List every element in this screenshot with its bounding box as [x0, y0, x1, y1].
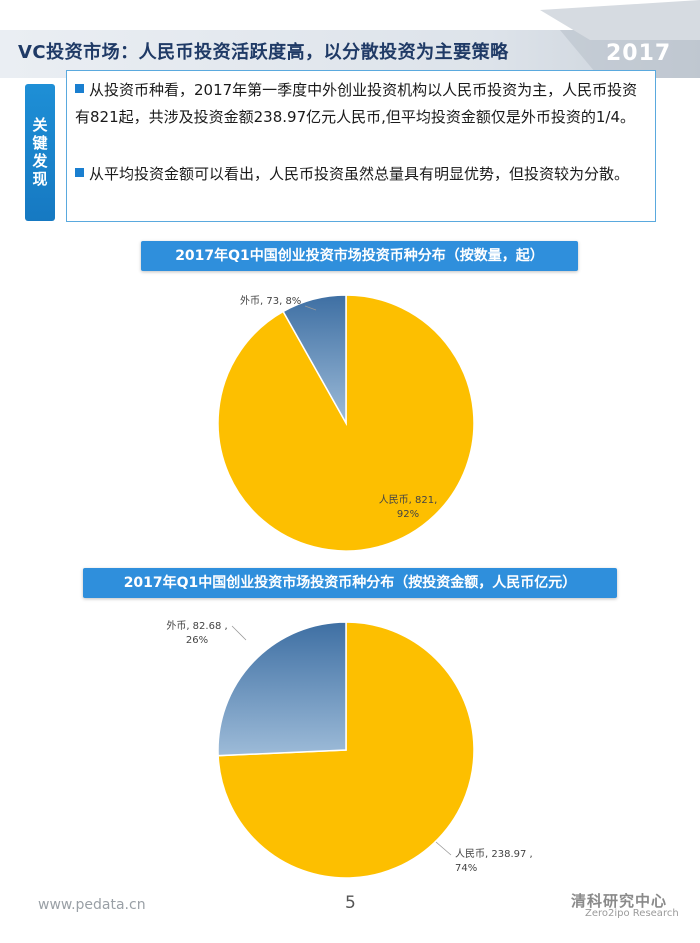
leader-line-2-1 [435, 841, 452, 856]
page-number: 5 [345, 893, 356, 913]
data-label-2-2: 外币, 82.68 , 26% [166, 620, 227, 646]
year-badge: 2017 [606, 41, 672, 66]
data-label-1-2: 外币, 73, 8% [240, 295, 301, 307]
header-decoration [540, 0, 700, 40]
key-finding-1: 从投资币种看，2017年第一季度中外创业投资机构以人民币投资为主，人民币投资有8… [75, 77, 643, 131]
bullet-square-icon [75, 168, 84, 177]
leader-line-1-2 [304, 305, 317, 311]
chart-2-title: 2017年Q1中国创业投资市场投资币种分布（按投资金额，人民币亿元） [83, 568, 617, 598]
chart-1-title: 2017年Q1中国创业投资市场投资币种分布（按数量，起） [141, 241, 578, 271]
key-finding-1-text: 从投资币种看，2017年第一季度中外创业投资机构以人民币投资为主，人民币投资有8… [75, 81, 638, 126]
data-label-2-1: 人民币, 238.97 , 74% [455, 848, 533, 874]
pie-slice-1-2 [282, 294, 347, 426]
key-findings-tab: 关键发现 [25, 84, 55, 221]
footer-url: www.pedata.cn [38, 897, 146, 913]
logo-text: 清科研究中心 [571, 892, 668, 910]
key-findings-box: 从投资币种看，2017年第一季度中外创业投资机构以人民币投资为主，人民币投资有8… [66, 70, 656, 222]
logo-subtext: Zero2ipo Research [585, 908, 679, 919]
bullet-square-icon [75, 84, 84, 93]
key-findings-label: 关键发现 [30, 116, 49, 189]
key-finding-2-text: 从平均投资金额可以看出，人民币投资虽然总量具有明显优势，但投资较为分散。 [89, 165, 630, 183]
leader-line-2-2 [231, 625, 247, 641]
key-finding-2: 从平均投资金额可以看出，人民币投资虽然总量具有明显优势，但投资较为分散。 [75, 161, 643, 188]
page-title: VC投资市场：人民币投资活跃度高，以分散投资为主要策略 [18, 42, 509, 63]
pie-slice-2-2 [217, 621, 347, 757]
data-label-1-1: 人民币, 821, 92% [379, 494, 438, 520]
